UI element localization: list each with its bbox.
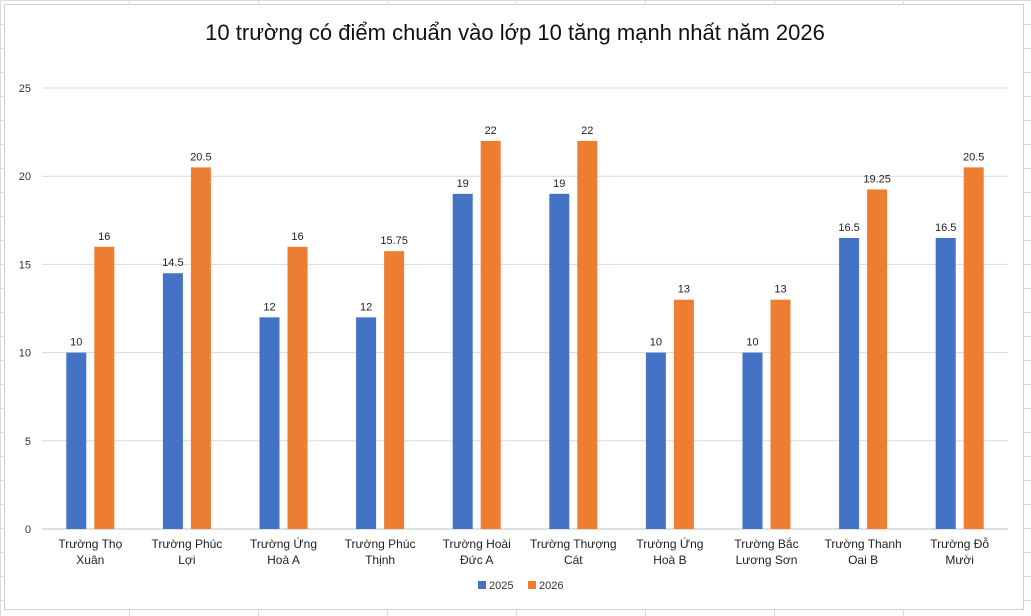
data-label: 19.25 bbox=[863, 173, 891, 185]
x-tick-label: Trường Bắc bbox=[734, 536, 798, 551]
bar-2026 bbox=[480, 140, 501, 530]
bars bbox=[66, 140, 984, 530]
legend-label: 2025 bbox=[489, 580, 513, 592]
bar-2025 bbox=[259, 317, 280, 529]
x-tick-label: Trường Thượng bbox=[530, 537, 617, 551]
data-label: 12 bbox=[360, 301, 372, 313]
bar-2026 bbox=[94, 246, 115, 529]
bar-2026 bbox=[963, 167, 984, 529]
bar-2025 bbox=[839, 237, 860, 529]
x-tick-label: Oai B bbox=[848, 553, 878, 567]
data-label: 22 bbox=[485, 125, 497, 137]
y-tick-label: 0 bbox=[25, 524, 31, 536]
bar-2026 bbox=[577, 140, 598, 530]
bar-2025 bbox=[66, 352, 87, 529]
data-label: 15.75 bbox=[380, 235, 408, 247]
x-tick-label: Đức A bbox=[460, 553, 493, 567]
data-label: 10 bbox=[746, 337, 758, 349]
x-axis: Trường Thọ Xuân Trường Phúc Lợi Trường Ứng Ho… bbox=[58, 536, 989, 567]
bar-2025 bbox=[742, 352, 763, 529]
y-tick-label: 20 bbox=[19, 171, 31, 183]
gridlines bbox=[42, 87, 1008, 530]
bar-2026 bbox=[673, 299, 694, 529]
x-tick-label: Trường Thọ bbox=[58, 537, 122, 551]
data-label: 20.5 bbox=[190, 151, 211, 163]
data-label: 14.5 bbox=[162, 257, 183, 269]
bar-2026 bbox=[770, 299, 791, 529]
bar-2026 bbox=[867, 189, 888, 529]
bar-2026 bbox=[384, 251, 405, 530]
data-label: 19 bbox=[457, 178, 469, 190]
bar-2025 bbox=[549, 193, 570, 529]
bar-2025 bbox=[162, 273, 183, 529]
x-tick-label: Trường Phúc bbox=[151, 537, 222, 551]
x-tick-label: Hoà B bbox=[653, 553, 686, 567]
x-tick-label: Cát bbox=[564, 553, 583, 567]
data-label: 16 bbox=[291, 231, 303, 243]
data-label: 16.5 bbox=[935, 222, 956, 234]
data-label: 12 bbox=[263, 301, 275, 313]
x-tick-label: Trường Hoài bbox=[443, 537, 511, 551]
x-tick-label: Trường Thanh bbox=[824, 537, 901, 551]
y-tick-label: 10 bbox=[19, 348, 31, 360]
bar-2026 bbox=[287, 246, 308, 529]
legend-swatch-2026 bbox=[528, 581, 536, 589]
x-tick-label: Trường Ứng bbox=[250, 536, 317, 551]
data-label: 13 bbox=[678, 284, 690, 296]
data-label: 16 bbox=[98, 231, 110, 243]
x-tick-label: Thịnh bbox=[365, 553, 395, 567]
x-tick-label: Lương Sơn bbox=[736, 553, 798, 567]
x-tick-label: Trường Đỗ bbox=[930, 536, 989, 551]
bar-2025 bbox=[356, 317, 377, 529]
y-tick-label: 5 bbox=[25, 436, 31, 448]
bar-2025 bbox=[452, 193, 473, 529]
bar-2025 bbox=[935, 237, 956, 529]
y-tick-label: 25 bbox=[19, 83, 31, 95]
data-label: 13 bbox=[774, 284, 786, 296]
data-label: 10 bbox=[70, 337, 82, 349]
y-axis: 0 5 10 15 20 25 bbox=[19, 83, 31, 536]
data-label: 16.5 bbox=[838, 222, 859, 234]
x-tick-label: Hoà A bbox=[267, 553, 300, 567]
bar-2026 bbox=[190, 167, 211, 529]
x-tick-label: Mười bbox=[945, 553, 974, 567]
y-tick-label: 15 bbox=[19, 259, 31, 271]
bar-2025 bbox=[645, 352, 666, 529]
data-label: 19 bbox=[553, 178, 565, 190]
data-label: 10 bbox=[650, 337, 662, 349]
data-label: 20.5 bbox=[963, 151, 984, 163]
x-tick-label: Lợi bbox=[178, 553, 195, 567]
x-tick-label: Trường Phúc bbox=[345, 537, 416, 551]
legend: 2025 2026 bbox=[478, 580, 563, 592]
legend-swatch-2025 bbox=[478, 581, 486, 589]
data-label: 22 bbox=[581, 125, 593, 137]
x-tick-label: Trường Ứng bbox=[636, 536, 703, 551]
chart-title: 10 trường có điểm chuẩn vào lớp 10 tăng … bbox=[205, 20, 825, 45]
legend-label: 2026 bbox=[539, 580, 563, 592]
data-labels: 10 16 14.5 20.5 12 16 12 15.75 19 22 19 22 10 13 10 13 1… bbox=[70, 125, 984, 349]
x-tick-label: Xuân bbox=[76, 553, 104, 567]
